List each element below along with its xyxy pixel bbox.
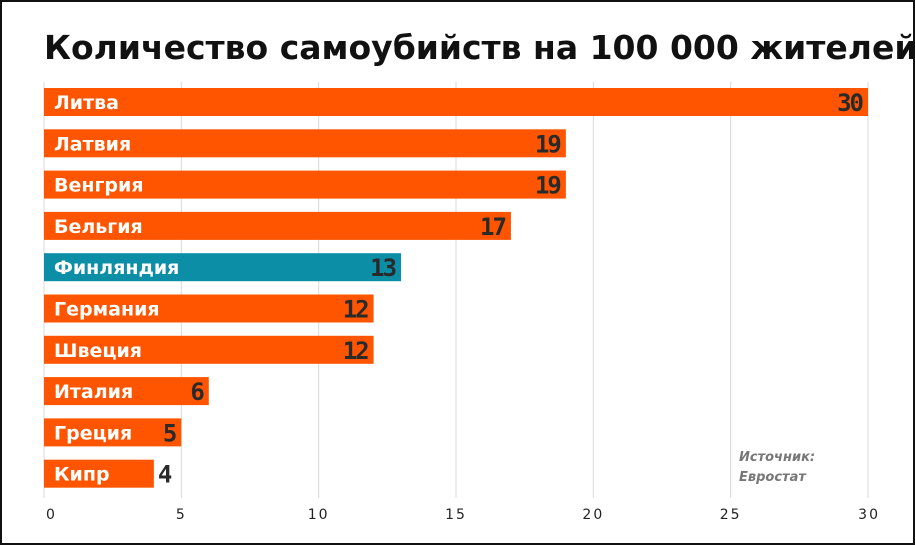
bar-group: Греция 5 [44, 418, 182, 447]
x-tick-label: 25 [720, 507, 742, 523]
value-label: 12 [343, 296, 368, 324]
x-tick-label: 0 [46, 507, 57, 523]
bar-group: Кипр 4 [44, 459, 174, 489]
bar-group: Швеция 12 [44, 335, 374, 365]
bar [44, 377, 209, 406]
category-label: Бельгия [54, 216, 143, 238]
bar-group: Германия 12 [44, 294, 374, 324]
bar [44, 459, 154, 488]
category-label: Литва [54, 92, 119, 114]
value-label: 5 [163, 419, 176, 447]
bar [44, 335, 374, 364]
value-label: 4 [158, 461, 172, 489]
category-label: Латвия [54, 133, 131, 155]
value-label: 17 [480, 213, 505, 241]
x-tick-label: 15 [445, 507, 467, 523]
bars: Литва 30 Латвия 19 Венгрия 19 Бельгия 17 Финлянд… [44, 88, 868, 489]
bar-group: Италия 6 [44, 377, 209, 406]
x-tick-label: 10 [308, 507, 330, 523]
bar [44, 170, 566, 199]
bar [44, 294, 374, 323]
x-axis-ticks: 0 5 10 15 20 25 30 [46, 507, 880, 523]
category-label: Германия [54, 299, 160, 321]
bar-group: Бельгия 17 [44, 211, 511, 241]
x-tick-label: 20 [582, 507, 604, 523]
value-label: 30 [837, 89, 863, 117]
chart-title: Количество самоубийств на 100 000 жителе… [44, 28, 913, 67]
bar [44, 211, 511, 240]
category-label: Италия [54, 381, 133, 403]
bar-group: Венгрия 19 [44, 170, 566, 200]
category-label: Кипр [54, 464, 110, 486]
category-label: Швеция [54, 340, 142, 362]
bar-group: Латвия 19 [44, 129, 566, 158]
category-label: Греция [54, 422, 132, 444]
value-label: 13 [370, 254, 395, 282]
bar [44, 88, 868, 116]
x-tick-label: 5 [176, 507, 187, 523]
value-label: 19 [535, 172, 560, 200]
bar [44, 253, 402, 282]
source-name: Евростат [739, 470, 807, 485]
bar [44, 418, 182, 447]
value-label: 6 [190, 378, 204, 406]
bar-group: Литва 30 [44, 88, 868, 117]
value-label: 19 [535, 130, 560, 158]
x-tick-label: 30 [858, 507, 880, 523]
bar [44, 129, 566, 158]
category-label: Венгрия [54, 175, 144, 197]
value-label: 12 [343, 337, 368, 365]
category-label: Финляндия [54, 257, 179, 279]
bar-group: Финляндия 13 [44, 253, 402, 282]
source-label: Источник: [739, 450, 815, 465]
